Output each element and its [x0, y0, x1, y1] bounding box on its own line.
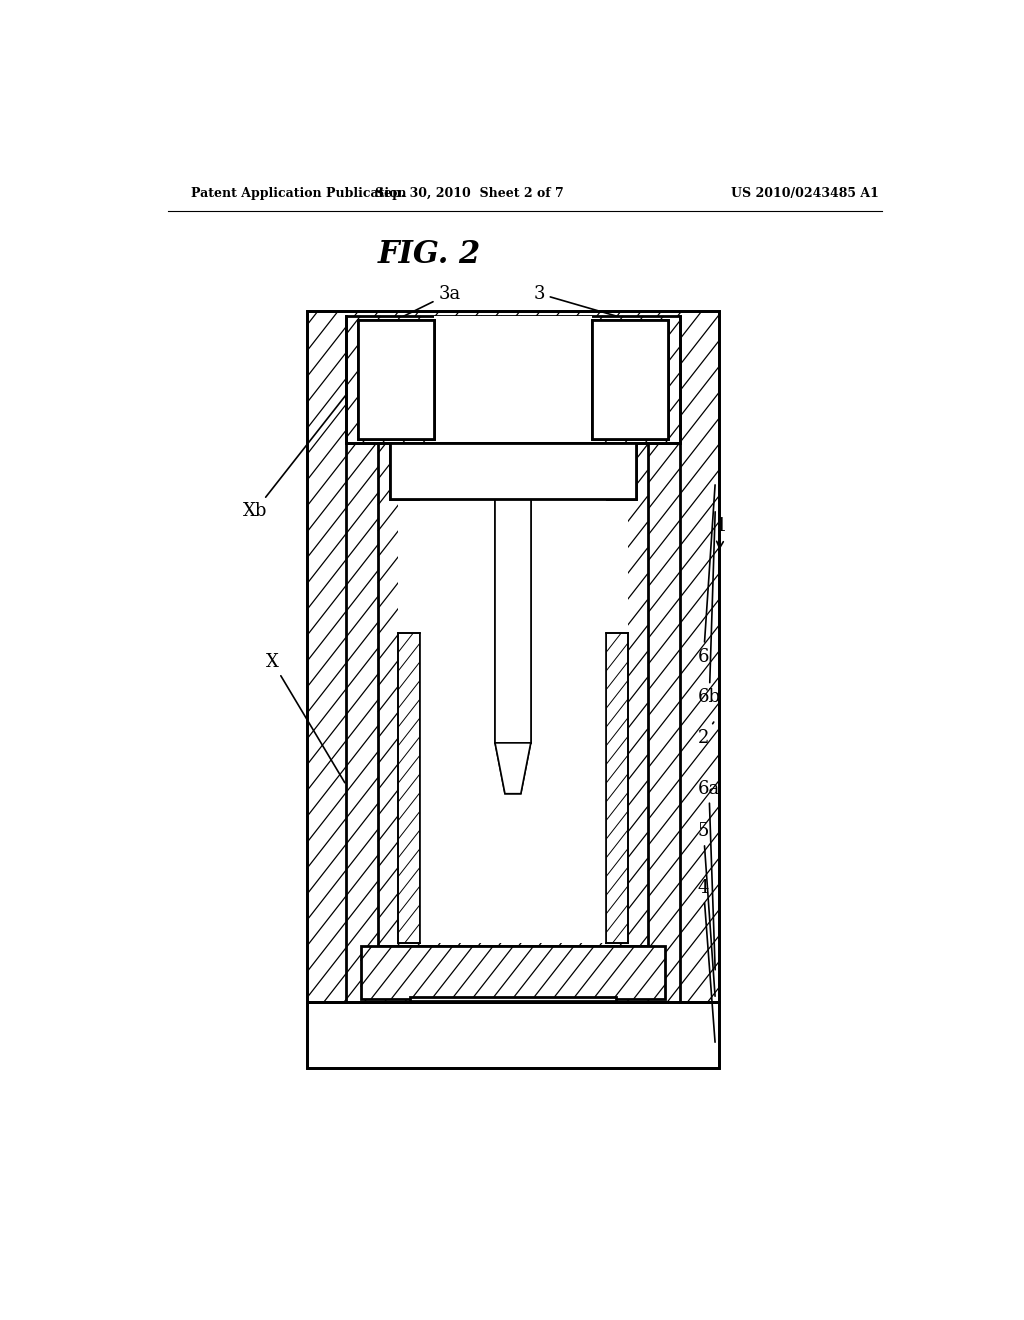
- Bar: [306, 312, 719, 1002]
- Bar: [495, 499, 530, 743]
- Bar: [410, 997, 616, 1001]
- Text: X: X: [266, 652, 345, 783]
- Bar: [360, 946, 666, 999]
- Text: 6b: 6b: [697, 512, 721, 706]
- Bar: [306, 1002, 719, 1068]
- Text: FIG. 2: FIG. 2: [378, 239, 481, 271]
- Polygon shape: [495, 743, 530, 793]
- Bar: [358, 319, 433, 440]
- Bar: [378, 444, 648, 946]
- Bar: [306, 1002, 719, 1068]
- Bar: [592, 319, 668, 440]
- Text: 6a: 6a: [697, 780, 720, 970]
- Text: 6: 6: [697, 484, 715, 665]
- Bar: [346, 315, 680, 444]
- Text: 4: 4: [697, 879, 715, 1043]
- Bar: [397, 634, 420, 942]
- Bar: [433, 315, 592, 444]
- Text: 3a: 3a: [398, 285, 461, 319]
- Bar: [306, 312, 719, 1002]
- Text: 1: 1: [715, 517, 727, 548]
- Text: Xb: Xb: [243, 381, 356, 520]
- Text: Patent Application Publication: Patent Application Publication: [191, 187, 407, 201]
- Bar: [390, 444, 636, 499]
- Text: 2: 2: [697, 722, 714, 747]
- Text: 5: 5: [697, 822, 715, 997]
- Bar: [420, 444, 606, 942]
- Text: US 2010/0243485 A1: US 2010/0243485 A1: [731, 187, 879, 201]
- Bar: [495, 499, 530, 743]
- Text: Sep. 30, 2010  Sheet 2 of 7: Sep. 30, 2010 Sheet 2 of 7: [375, 187, 563, 201]
- Bar: [592, 319, 668, 440]
- Bar: [390, 444, 636, 499]
- Polygon shape: [495, 743, 530, 793]
- Bar: [397, 444, 628, 942]
- Bar: [358, 319, 433, 440]
- Text: 3: 3: [534, 285, 628, 319]
- Bar: [606, 634, 628, 942]
